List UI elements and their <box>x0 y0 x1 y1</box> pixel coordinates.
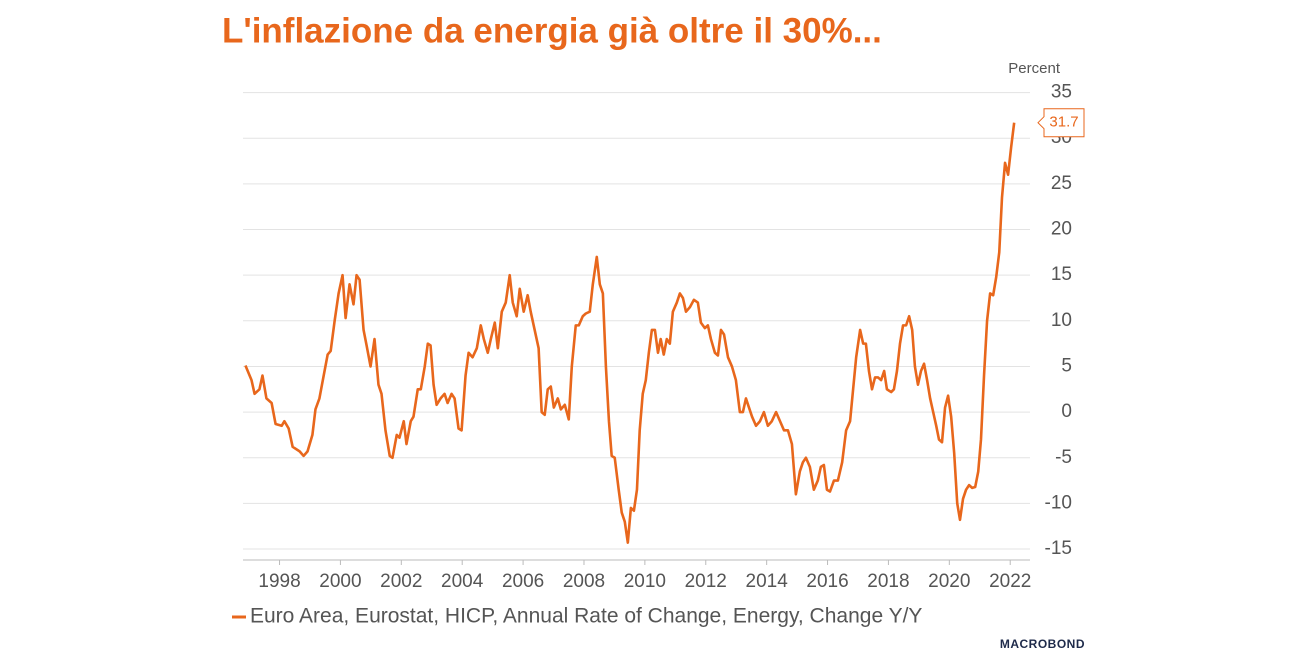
y-tick-label: 5 <box>1061 355 1072 376</box>
x-tick-label: 2016 <box>806 571 848 592</box>
y-tick-label: 25 <box>1051 173 1072 194</box>
x-tick-label: 1998 <box>258 571 300 592</box>
y-tick-label: 10 <box>1051 310 1072 331</box>
x-tick-label: 2004 <box>441 571 484 592</box>
x-tick-label: 2018 <box>867 571 909 592</box>
y-tick-label: 35 <box>1051 82 1072 103</box>
source: MACROBOND <box>1000 637 1085 651</box>
x-tick-label: 2002 <box>380 571 422 592</box>
series-line <box>244 122 1016 544</box>
x-tick-label: 2006 <box>502 571 544 592</box>
x-tick-label: 2000 <box>319 571 361 592</box>
x-tick-label: 2012 <box>685 571 727 592</box>
y-tick-label: 0 <box>1061 401 1072 422</box>
y-tick-label: 20 <box>1051 219 1072 240</box>
y-tick-label: -10 <box>1045 492 1072 513</box>
x-tick-label: 2008 <box>563 571 605 592</box>
y-tick-label: -15 <box>1045 538 1072 559</box>
y-tick-label: 15 <box>1051 264 1072 285</box>
x-tick-label: 2010 <box>624 571 666 592</box>
x-tick-label: 2014 <box>746 571 789 592</box>
x-tick-label: 2020 <box>928 571 970 592</box>
chart-title: L'inflazione da energia già oltre il 30%… <box>222 11 882 50</box>
x-tick-label: 2022 <box>989 571 1031 592</box>
y-tick-label: -5 <box>1055 447 1072 468</box>
last-value-label: 31.7 <box>1049 114 1078 131</box>
y-axis-label: Percent <box>1008 60 1061 77</box>
legend-label: Euro Area, Eurostat, HICP, Annual Rate o… <box>250 605 922 628</box>
value-callout <box>1037 108 1085 138</box>
